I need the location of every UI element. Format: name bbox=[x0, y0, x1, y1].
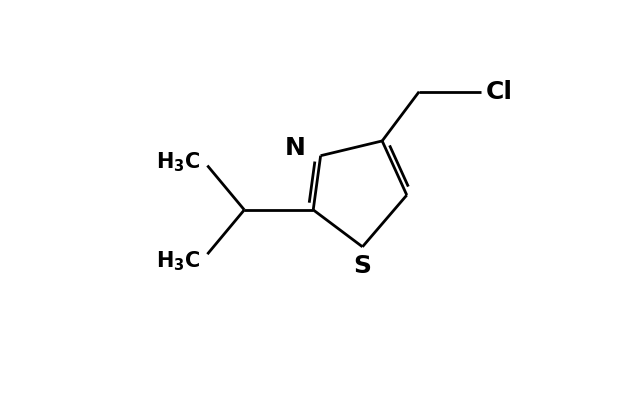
Text: $\mathregular{H_3C}$: $\mathregular{H_3C}$ bbox=[156, 250, 200, 273]
Text: Cl: Cl bbox=[486, 80, 513, 104]
Text: S: S bbox=[353, 254, 371, 278]
Text: $\mathregular{H_3C}$: $\mathregular{H_3C}$ bbox=[156, 150, 200, 174]
Text: N: N bbox=[285, 136, 306, 160]
